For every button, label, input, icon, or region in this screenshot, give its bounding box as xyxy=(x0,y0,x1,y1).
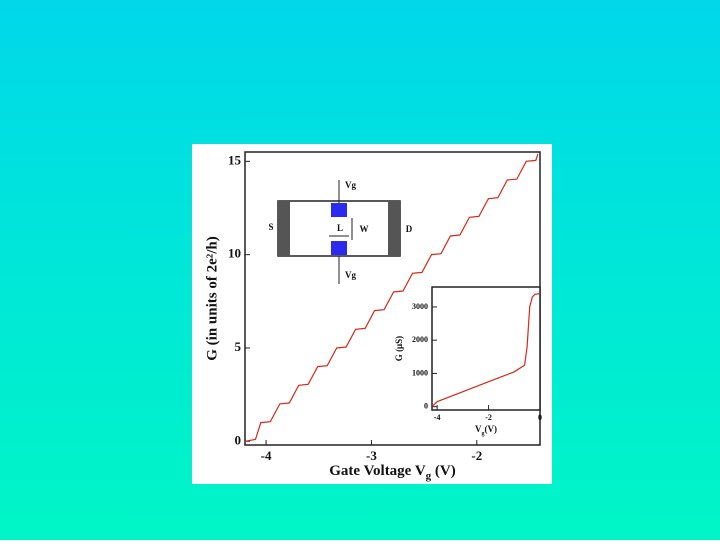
data-line xyxy=(431,293,541,408)
schematic xyxy=(277,180,401,284)
x-tick-label: -4 xyxy=(261,448,272,463)
x-axis-label-tail: (V) xyxy=(431,463,456,479)
drain-pad xyxy=(388,201,400,256)
x-tick-label: -3 xyxy=(366,448,377,463)
inset-background xyxy=(432,287,540,410)
schematic-label: Vg xyxy=(345,270,356,280)
x-tick-label: -4 xyxy=(434,413,441,422)
x-tick-label: 0 xyxy=(538,413,542,422)
y-tick-label: 1000 xyxy=(412,368,428,377)
x-tick-label: -2 xyxy=(485,413,492,422)
schematic-label: S xyxy=(268,222,273,232)
y-tick-label: 15 xyxy=(228,152,242,167)
y-axis-label: G (in units of 2e²/h) xyxy=(204,236,220,361)
x-axis-label-sub: g xyxy=(482,431,485,437)
schematic-label: L xyxy=(337,223,343,233)
y-tick-label: 0 xyxy=(424,402,428,411)
schematic-label: W xyxy=(360,224,369,234)
y-tick-label: 2000 xyxy=(412,335,428,344)
gate-bottom xyxy=(331,241,347,255)
y-tick-label: 0 xyxy=(235,432,242,447)
schematic-label: D xyxy=(406,224,413,234)
y-axis-label: G (μS) xyxy=(394,336,404,361)
y-tick-label: 10 xyxy=(228,246,241,261)
x-axis-label: Gate Voltage Vg (V) xyxy=(329,463,455,481)
x-axis-label-text: Gate Voltage V xyxy=(329,463,426,479)
data-line xyxy=(244,153,539,442)
plot-frame xyxy=(431,286,541,411)
schematic-label: Vg xyxy=(345,180,356,190)
x-axis-label-tail: (V) xyxy=(485,424,498,434)
x-axis-label-sub: g xyxy=(426,470,432,482)
source-pad xyxy=(278,201,290,256)
x-axis-label-text: V xyxy=(475,424,482,434)
x-tick-label: -2 xyxy=(471,448,482,463)
gate-top xyxy=(331,203,347,217)
y-tick-label: 3000 xyxy=(412,302,428,311)
x-axis-label: Vg(V) xyxy=(475,424,497,437)
y-tick-label: 5 xyxy=(235,339,242,354)
